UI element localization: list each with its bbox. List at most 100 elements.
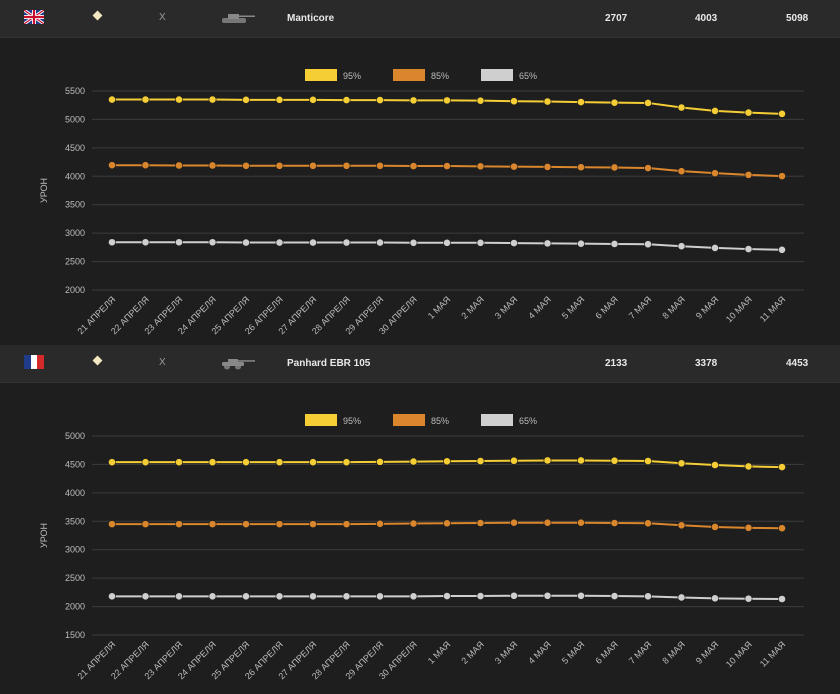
tank-row-header-1[interactable]: X Manticore 2707 4003 5098	[0, 0, 840, 38]
legend-swatch-0	[305, 414, 337, 426]
data-point	[543, 591, 552, 600]
data-point	[242, 458, 250, 467]
data-point	[543, 456, 552, 465]
tank-name: Manticore	[287, 13, 335, 24]
x-tick-label: 1 МАЯ	[426, 294, 453, 321]
x-tick-label: 10 МАЯ	[724, 639, 754, 669]
data-point	[510, 456, 518, 465]
tank-row-header-2[interactable]: X Panhard EBR 105 2133 3378 4453	[0, 345, 840, 383]
x-tick-label: 4 МАЯ	[526, 639, 553, 666]
legend-label-0: 95%	[343, 416, 361, 426]
y-tick-label: 4500	[65, 459, 85, 469]
value-65: 2133	[605, 358, 628, 369]
data-point	[644, 99, 652, 107]
data-point	[141, 161, 150, 170]
data-point	[175, 520, 183, 529]
data-point	[711, 169, 719, 178]
data-point	[141, 95, 150, 104]
data-point	[275, 520, 284, 529]
y-tick-label: 2000	[65, 285, 85, 295]
data-point	[141, 238, 150, 247]
data-point	[376, 238, 384, 247]
data-point	[275, 161, 284, 170]
data-point	[577, 163, 585, 172]
data-point	[610, 240, 619, 248]
data-point	[141, 592, 150, 601]
data-point	[443, 238, 451, 247]
x-tick-label: 9 МАЯ	[694, 294, 721, 321]
data-point	[644, 164, 652, 172]
x-tick-label: 6 МАЯ	[593, 294, 620, 321]
data-point	[409, 96, 418, 105]
data-point	[711, 523, 719, 531]
legend-swatch-0	[305, 69, 337, 81]
value-85: 3378	[695, 358, 718, 369]
x-tick-label: 5 МАЯ	[560, 294, 587, 321]
damage-chart-1: 95% 85% 65% 2000 2500 3000 3500 4000 4500 5000 550…	[0, 38, 840, 349]
y-tick-label: 4000	[65, 488, 85, 498]
data-point	[610, 456, 619, 465]
data-point	[711, 244, 719, 252]
data-point	[141, 520, 150, 529]
x-tick-label: 6 МАЯ	[593, 639, 620, 666]
data-point	[778, 524, 786, 533]
data-point	[543, 97, 552, 106]
y-tick-label: 4500	[65, 143, 85, 153]
value-95: 5098	[786, 13, 809, 24]
y-tick-label: 5000	[65, 431, 85, 441]
data-point	[175, 95, 183, 104]
y-tick-label: 2000	[65, 602, 85, 612]
data-point	[744, 170, 753, 179]
data-point	[208, 238, 217, 247]
legend-swatch-2	[481, 69, 513, 81]
x-tick-label: 5 МАЯ	[560, 639, 587, 666]
data-point	[175, 161, 183, 170]
x-tick-label: 4 МАЯ	[526, 294, 553, 321]
x-tick-label: 11 МАЯ	[758, 639, 788, 669]
data-point	[309, 95, 317, 104]
data-point	[744, 108, 753, 117]
value-65: 2707	[605, 13, 628, 24]
data-point	[342, 592, 351, 601]
legend-label-1: 85%	[431, 71, 449, 81]
y-tick-label: 3500	[65, 516, 85, 526]
y-axis-label: УРОН	[39, 523, 49, 548]
data-point	[744, 523, 753, 532]
data-point	[778, 463, 786, 472]
data-point	[409, 457, 418, 466]
data-point	[376, 592, 384, 601]
x-tick-label: 2 МАЯ	[459, 639, 486, 666]
data-point	[610, 592, 619, 600]
legend-label-0: 95%	[343, 71, 361, 81]
data-point	[275, 592, 284, 601]
diamond-icon	[92, 355, 103, 366]
y-axis-label: УРОН	[39, 178, 49, 203]
x-tick-label: 10 МАЯ	[724, 294, 754, 324]
data-point	[543, 239, 552, 248]
data-point	[577, 456, 585, 465]
data-point	[141, 458, 150, 467]
data-point	[242, 238, 250, 247]
light-tank-icon	[222, 359, 255, 370]
data-point	[208, 95, 217, 104]
data-point	[677, 593, 686, 602]
x-tick-label: 1 МАЯ	[426, 639, 453, 666]
data-point	[376, 519, 384, 528]
data-point	[510, 239, 518, 247]
data-point	[476, 519, 485, 527]
x-tick-label: 8 МАЯ	[660, 294, 687, 321]
data-point	[208, 520, 217, 529]
data-point	[677, 242, 686, 251]
value-95: 4453	[786, 358, 809, 369]
data-point	[409, 519, 418, 528]
y-tick-label: 4000	[65, 171, 85, 181]
data-point	[175, 592, 183, 601]
y-tick-label: 5500	[65, 86, 85, 96]
data-point	[208, 458, 217, 467]
data-point	[275, 95, 284, 104]
data-point	[275, 238, 284, 247]
data-point	[644, 592, 652, 601]
data-point	[108, 95, 116, 104]
data-point	[711, 461, 719, 469]
data-point	[610, 163, 619, 172]
